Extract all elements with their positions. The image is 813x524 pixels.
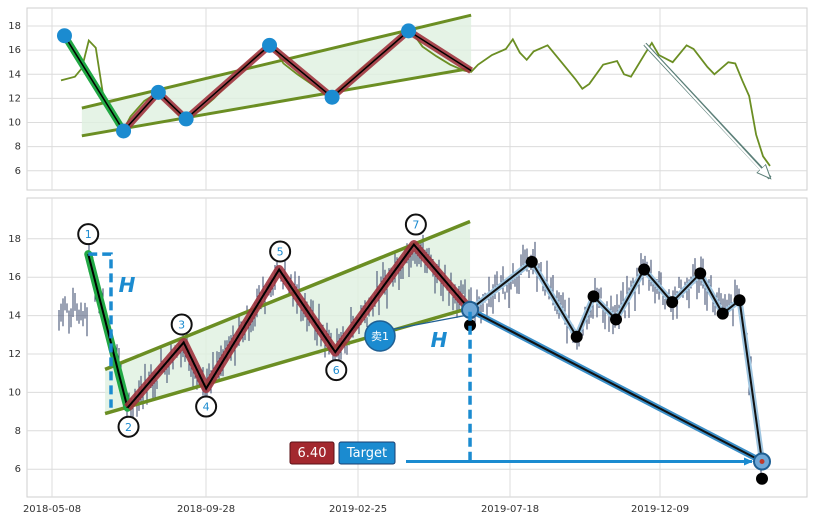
y-tick-label: 14 (8, 69, 21, 80)
swing-dot (464, 319, 477, 332)
lower-channel-line (81, 66, 472, 138)
target-price-box (289, 441, 335, 465)
swing-dot (716, 307, 729, 320)
lower-channel-line (104, 306, 471, 416)
sell-marker (364, 320, 396, 352)
pivot-label-text: 1 (85, 228, 92, 241)
pivot-label-circle (117, 415, 140, 438)
y-tick-label: 16 (8, 45, 21, 56)
height-label-left: H (119, 273, 136, 297)
first-leg-core (63, 35, 125, 132)
pivot-label-text: 2 (125, 421, 132, 434)
pivot-marker (150, 84, 166, 100)
sell-pointer (388, 315, 465, 331)
pivot-label-text: 4 (203, 401, 210, 414)
pivot-label-text: 6 (333, 364, 340, 377)
pivot-label-text: 7 (412, 219, 419, 232)
y-tick-label: 14 (8, 311, 21, 322)
pivot-label-circle (170, 313, 193, 336)
pivot-label-circle (404, 213, 427, 236)
pivot-marker (401, 23, 417, 39)
swing-dot (694, 267, 707, 280)
swing-dot (587, 290, 600, 303)
pivot-label-text: 3 (178, 318, 185, 331)
swing-dot (666, 296, 679, 309)
swing-dot (733, 294, 746, 307)
sell-label: 卖1 (371, 330, 389, 343)
pivot-marker (324, 89, 340, 105)
pivot-marker (262, 37, 278, 53)
target-label-text: Target (346, 446, 387, 461)
pivot-label-circle (195, 395, 218, 418)
swing-dot (525, 255, 538, 268)
pivot-label-circle (269, 240, 292, 263)
pivot-label-text: 5 (277, 246, 284, 259)
swing-dot (756, 472, 768, 485)
channel-fill (81, 15, 472, 136)
pivot-marker (178, 111, 194, 127)
y-tick-label: 18 (8, 21, 21, 32)
pivot-marker (56, 28, 72, 44)
swing-dot (638, 263, 651, 276)
y-tick-label: 12 (8, 349, 21, 360)
swing-dot (570, 330, 583, 343)
height-bracket-left (88, 252, 113, 408)
x-tick-label: 2018-05-08 (23, 504, 81, 515)
target-marker-center (759, 459, 765, 465)
x-tick-label: 2018-09-28 (177, 504, 235, 515)
y-tick-label: 6 (15, 464, 21, 475)
pivot-label-circle (325, 359, 348, 382)
x-tick-label: 2019-07-18 (481, 504, 539, 515)
height-label-right: H (431, 328, 448, 352)
first-leg-core (87, 253, 129, 409)
wave-path-core (126, 242, 471, 409)
projection-arrow-inner (644, 43, 767, 176)
overview-panel: 6 8 10 12 14 16 18 (8, 7, 808, 191)
y-tick-label: 10 (8, 387, 21, 398)
y-tick-label: 8 (15, 142, 21, 153)
target-price-text: 6.40 (298, 446, 327, 461)
target-label-box (338, 441, 396, 465)
y-tick-label: 10 (8, 118, 21, 129)
y-tick-label: 16 (8, 272, 21, 283)
x-tick-label: 2019-12-09 (631, 504, 689, 515)
y-tick-label: 18 (8, 234, 21, 245)
swing-dot (610, 313, 623, 326)
y-tick-label: 12 (8, 93, 21, 104)
y-tick-label: 8 (15, 426, 21, 437)
pivot-label-circle (77, 223, 100, 246)
direct-path (469, 308, 763, 463)
pivot-marker (116, 123, 132, 139)
x-tick-label: 2019-02-25 (329, 504, 387, 515)
y-tick-label: 6 (15, 166, 21, 177)
